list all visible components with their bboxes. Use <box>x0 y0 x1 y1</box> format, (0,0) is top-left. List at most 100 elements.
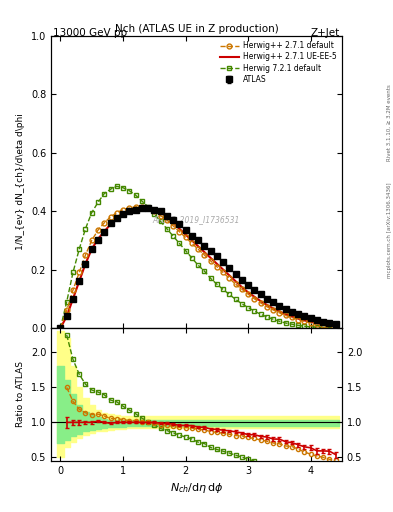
Herwig 7.2.1 default <box>189 255 194 261</box>
Herwig++ 2.7.1 default <box>64 307 69 313</box>
Herwig++ 2.7.1 UE-EE-5 <box>189 237 194 243</box>
Line: Herwig++ 2.7.1 UE-EE-5: Herwig++ 2.7.1 UE-EE-5 <box>61 208 336 328</box>
Herwig++ 2.7.1 UE-EE-5 <box>64 313 69 319</box>
Herwig 7.2.1 default <box>264 314 269 320</box>
Herwig 7.2.1 default <box>140 198 144 204</box>
Herwig++ 2.7.1 default <box>252 296 257 302</box>
Herwig 7.2.1 default <box>171 233 175 239</box>
Herwig++ 2.7.1 default <box>95 227 100 233</box>
Herwig++ 2.7.1 default <box>77 269 82 275</box>
Herwig++ 2.7.1 default <box>177 228 182 234</box>
Herwig 7.2.1 default <box>208 275 213 282</box>
Herwig++ 2.7.1 UE-EE-5 <box>202 249 207 255</box>
Herwig++ 2.7.1 UE-EE-5 <box>321 321 325 327</box>
Herwig++ 2.7.1 default <box>89 237 94 243</box>
Herwig++ 2.7.1 UE-EE-5 <box>140 205 144 211</box>
Herwig++ 2.7.1 default <box>239 286 244 292</box>
Herwig 7.2.1 default <box>83 226 88 232</box>
Y-axis label: 1/N_{ev} dN_{ch}/d\eta d\phi: 1/N_{ev} dN_{ch}/d\eta d\phi <box>16 114 25 250</box>
Herwig 7.2.1 default <box>314 324 319 330</box>
Herwig++ 2.7.1 UE-EE-5 <box>277 308 282 314</box>
Herwig 7.2.1 default <box>333 325 338 331</box>
Herwig++ 2.7.1 default <box>164 217 169 223</box>
Herwig 7.2.1 default <box>290 321 294 327</box>
Herwig++ 2.7.1 default <box>121 207 125 213</box>
Herwig++ 2.7.1 UE-EE-5 <box>227 272 232 279</box>
Herwig++ 2.7.1 UE-EE-5 <box>95 236 100 242</box>
Herwig++ 2.7.1 UE-EE-5 <box>283 311 288 317</box>
Herwig++ 2.7.1 UE-EE-5 <box>114 216 119 222</box>
Herwig 7.2.1 default <box>183 247 188 253</box>
Herwig++ 2.7.1 default <box>189 240 194 246</box>
Herwig 7.2.1 default <box>296 322 301 328</box>
Herwig 7.2.1 default <box>121 185 125 191</box>
Herwig++ 2.7.1 default <box>283 312 288 318</box>
Line: Herwig++ 2.7.1 default: Herwig++ 2.7.1 default <box>58 204 338 330</box>
Herwig++ 2.7.1 default <box>58 325 63 331</box>
Herwig 7.2.1 default <box>95 199 100 205</box>
Herwig++ 2.7.1 UE-EE-5 <box>215 261 219 267</box>
Herwig++ 2.7.1 UE-EE-5 <box>314 320 319 326</box>
Herwig++ 2.7.1 UE-EE-5 <box>83 261 88 267</box>
Herwig 7.2.1 default <box>227 291 232 297</box>
Herwig++ 2.7.1 default <box>227 275 232 282</box>
Herwig++ 2.7.1 default <box>264 304 269 310</box>
Herwig++ 2.7.1 UE-EE-5 <box>89 246 94 252</box>
Herwig++ 2.7.1 default <box>196 246 200 252</box>
Herwig 7.2.1 default <box>215 281 219 287</box>
Herwig++ 2.7.1 default <box>233 281 238 287</box>
Herwig++ 2.7.1 default <box>183 234 188 241</box>
Herwig 7.2.1 default <box>152 211 157 217</box>
Herwig++ 2.7.1 UE-EE-5 <box>77 278 82 284</box>
Herwig++ 2.7.1 default <box>108 214 113 220</box>
Herwig++ 2.7.1 UE-EE-5 <box>239 284 244 290</box>
Herwig++ 2.7.1 UE-EE-5 <box>221 266 226 272</box>
Herwig++ 2.7.1 default <box>140 204 144 210</box>
X-axis label: $N_{ch}/\mathrm{d}\eta\,\mathrm{d}\phi$: $N_{ch}/\mathrm{d}\eta\,\mathrm{d}\phi$ <box>170 481 223 495</box>
Herwig++ 2.7.1 default <box>271 307 275 313</box>
Herwig 7.2.1 default <box>308 324 313 330</box>
Text: ATLAS_2019_I1736531: ATLAS_2019_I1736531 <box>153 216 240 224</box>
Herwig 7.2.1 default <box>196 262 200 268</box>
Herwig++ 2.7.1 default <box>321 322 325 328</box>
Herwig++ 2.7.1 UE-EE-5 <box>58 325 63 331</box>
Herwig 7.2.1 default <box>102 190 107 197</box>
Herwig 7.2.1 default <box>64 298 69 305</box>
Herwig++ 2.7.1 default <box>171 223 175 229</box>
Herwig 7.2.1 default <box>177 240 182 246</box>
Herwig++ 2.7.1 default <box>202 252 207 258</box>
Herwig 7.2.1 default <box>327 325 332 331</box>
Herwig++ 2.7.1 UE-EE-5 <box>146 205 151 211</box>
Herwig++ 2.7.1 UE-EE-5 <box>290 313 294 319</box>
Herwig++ 2.7.1 default <box>308 319 313 326</box>
Herwig 7.2.1 default <box>277 318 282 325</box>
Herwig++ 2.7.1 default <box>71 287 75 293</box>
Text: Z+Jet: Z+Jet <box>311 28 340 38</box>
Herwig 7.2.1 default <box>252 308 257 314</box>
Herwig++ 2.7.1 UE-EE-5 <box>102 228 107 234</box>
Herwig++ 2.7.1 default <box>127 205 132 211</box>
Herwig++ 2.7.1 default <box>327 323 332 329</box>
Herwig++ 2.7.1 UE-EE-5 <box>258 298 263 304</box>
Herwig 7.2.1 default <box>127 187 132 194</box>
Herwig 7.2.1 default <box>71 269 75 275</box>
Herwig++ 2.7.1 default <box>302 318 307 325</box>
Herwig++ 2.7.1 UE-EE-5 <box>183 231 188 238</box>
Herwig++ 2.7.1 UE-EE-5 <box>196 243 200 249</box>
Herwig++ 2.7.1 UE-EE-5 <box>177 226 182 232</box>
Herwig++ 2.7.1 UE-EE-5 <box>302 317 307 324</box>
Herwig++ 2.7.1 default <box>333 323 338 329</box>
Herwig 7.2.1 default <box>302 323 307 329</box>
Herwig 7.2.1 default <box>321 324 325 330</box>
Herwig++ 2.7.1 default <box>246 291 250 297</box>
Herwig++ 2.7.1 default <box>133 204 138 210</box>
Herwig++ 2.7.1 default <box>114 209 119 216</box>
Herwig++ 2.7.1 default <box>258 300 263 306</box>
Herwig++ 2.7.1 UE-EE-5 <box>127 208 132 214</box>
Herwig 7.2.1 default <box>164 226 169 232</box>
Herwig++ 2.7.1 default <box>102 220 107 226</box>
Herwig++ 2.7.1 default <box>158 212 163 219</box>
Herwig 7.2.1 default <box>158 218 163 224</box>
Line: Herwig 7.2.1 default: Herwig 7.2.1 default <box>58 184 338 330</box>
Herwig++ 2.7.1 default <box>290 314 294 321</box>
